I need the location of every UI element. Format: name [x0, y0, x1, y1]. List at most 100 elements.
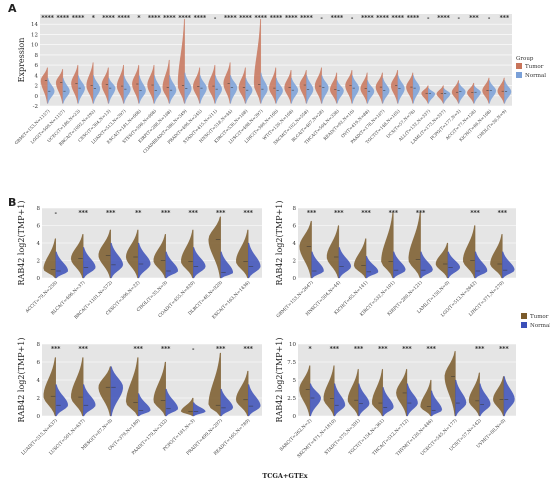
y-tick-label: 8 [37, 206, 41, 212]
violin-tumor [390, 70, 398, 104]
violin-normal [443, 87, 451, 104]
violin-tumor [444, 351, 456, 417]
violin-normal [184, 72, 192, 104]
significance-label: *** [216, 346, 225, 353]
violin-tumor [299, 70, 307, 104]
violin-normal [311, 251, 324, 279]
significance-label: **** [178, 15, 191, 22]
significance-label: **** [163, 15, 176, 22]
significance-label: **** [72, 15, 85, 22]
violin-tumor [463, 225, 476, 279]
legend: Tumor Normal [521, 313, 550, 329]
y-axis-label: RAB42 log2(TMP+1) [275, 201, 284, 286]
significance-label: **** [392, 15, 405, 22]
legend-swatch [521, 313, 527, 319]
violin-tumor [116, 64, 124, 104]
violin-normal [138, 242, 151, 279]
y-axis-label: RAB42 log2(TMP+1) [275, 338, 284, 423]
violin-normal [220, 251, 233, 279]
significance-label: *** [51, 346, 60, 353]
y-tick-label: 6 [293, 224, 297, 230]
violin-normal [93, 75, 101, 104]
y-tick-label: 2 [37, 396, 41, 402]
violin-normal [275, 77, 283, 104]
violin-tumor [330, 72, 338, 104]
violin-normal [123, 75, 131, 104]
significance-label: **** [224, 15, 237, 22]
significance-label: *** [389, 210, 398, 217]
significance-label: **** [437, 15, 450, 22]
violin-tumor [208, 352, 221, 417]
violin-tumor [147, 64, 155, 104]
violin-normal [489, 80, 497, 104]
significance-label: **** [254, 15, 267, 22]
violin-tumor [396, 369, 408, 417]
y-tick-label: 4 [37, 241, 41, 247]
violin-tumor [467, 82, 475, 104]
legend-swatch [516, 72, 522, 78]
significance-label: **** [361, 15, 374, 22]
legend-swatch [521, 322, 527, 328]
violin-tumor [490, 234, 503, 279]
violin-tumor [70, 234, 84, 279]
y-tick-label: 0 [293, 276, 297, 282]
violin-tumor [482, 77, 490, 104]
violin-normal [291, 77, 299, 104]
violin-normal [365, 255, 379, 279]
violin-normal [458, 82, 466, 104]
violin-tumor [451, 80, 459, 104]
violin-tumor [406, 72, 414, 104]
violin-tumor [223, 62, 231, 104]
significance-label: *** [161, 210, 170, 217]
violin-tumor [253, 18, 261, 104]
significance-label: *** [244, 346, 253, 353]
violin-normal [309, 383, 321, 417]
y-tick-label: 0 [37, 414, 41, 420]
legend-entry: Tumor [525, 64, 544, 70]
violin-tumor [235, 370, 249, 417]
significance-label: ** [135, 210, 141, 217]
significance-label: **** [117, 15, 130, 22]
violin-normal [62, 77, 70, 104]
panel-letter: B [8, 196, 16, 209]
violin-normal [358, 383, 370, 417]
violin-tumor [421, 85, 429, 104]
violin-tumor [345, 70, 353, 104]
significance-label: **** [300, 15, 313, 22]
violin-normal [77, 75, 85, 104]
y-tick-label: 12 [31, 32, 38, 38]
violin-normal [504, 80, 512, 104]
significance-label: **** [57, 15, 70, 22]
violin-tumor [162, 59, 170, 104]
violin-tumor [314, 67, 322, 104]
violin-normal [165, 251, 178, 279]
violin-tumor [420, 379, 432, 417]
significance-label: - [192, 346, 195, 353]
y-axis-label: RAB42 log2(TMP+1) [17, 338, 26, 423]
violin-normal [502, 251, 515, 279]
violin-tumor [299, 220, 312, 279]
y-tick-label: 2 [35, 84, 39, 90]
legend-swatch [516, 63, 522, 69]
significance-label: - [488, 15, 491, 22]
y-tick-label: 2 [37, 259, 41, 265]
significance-label: *** [189, 210, 198, 217]
violin-tumor [98, 229, 111, 279]
figure-footer: TCGA+GTEx [262, 472, 307, 480]
legend-entry: Tumor [530, 314, 549, 320]
violin-normal [367, 80, 375, 104]
violin-normal [83, 384, 96, 417]
violin-normal [393, 251, 406, 279]
legend: Group Tumor Normal [516, 56, 546, 79]
significance-label: **** [102, 15, 115, 22]
violin-tumor [71, 64, 79, 104]
violin-tumor [125, 229, 139, 279]
violin-normal [220, 388, 234, 417]
significance-label: **** [194, 15, 207, 22]
violin-tumor [125, 357, 139, 417]
violin-tumor [497, 77, 505, 104]
violin-normal [420, 251, 433, 279]
violin-normal [260, 72, 268, 104]
significance-label: * [137, 15, 140, 22]
violin-tumor [40, 67, 48, 104]
